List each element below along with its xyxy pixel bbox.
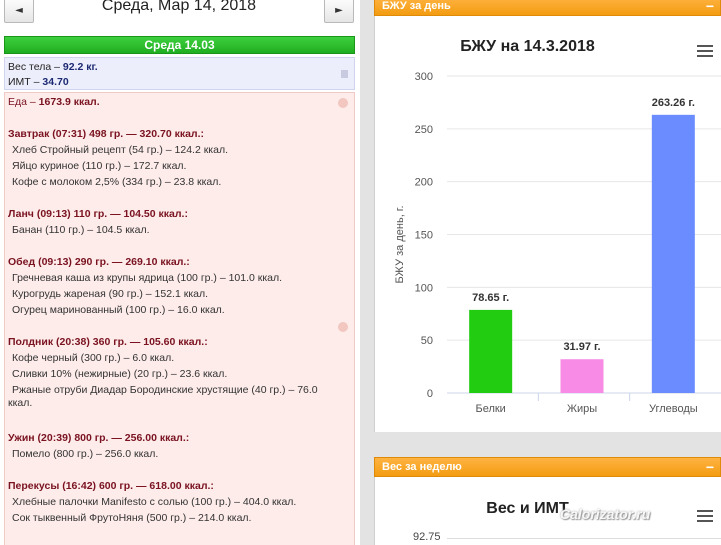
- bju-chart: 0 50 100 150 200 250 300 БЖУ за день, г. 78.65 г…: [394, 71, 721, 415]
- meal-heading-lunch[interactable]: Ланч (09:13) 110 гр. — 104.50 ккал.:: [8, 208, 188, 220]
- y-axis-title: БЖУ за день, г.: [394, 205, 406, 283]
- bmi-label: ИМТ: [8, 76, 31, 88]
- weight-axis-tick: 92.75: [413, 531, 441, 543]
- weight-label: Вес тела: [8, 61, 52, 73]
- food-total-line: Еда – 1673.9 ккал.: [8, 96, 100, 108]
- meal-heading-breakfast[interactable]: Завтрак (07:31) 498 гр. — 320.70 ккал.:: [8, 128, 205, 140]
- data-label: 31.97 г.: [563, 341, 600, 353]
- y-tick-label: 250: [415, 124, 433, 136]
- meal-heading-supper[interactable]: Ужин (20:39) 800 гр. — 256.00 ккал.:: [8, 432, 190, 444]
- y-tick-label: 100: [415, 282, 433, 294]
- y-tick-label: 50: [421, 335, 433, 347]
- hand-icon[interactable]: [338, 322, 348, 332]
- bar-2: [560, 359, 604, 393]
- list-item: Банан (110 гр.) – 104.5 ккал.: [12, 224, 150, 236]
- panel-bju-title: БЖУ за день: [382, 0, 451, 12]
- y-tick-label: 150: [415, 230, 433, 242]
- list-item: Курогрудь жареная (90 гр.) – 152.1 ккал.: [12, 288, 209, 300]
- panel-bju-header[interactable]: БЖУ за день −: [374, 0, 721, 16]
- date-title: Среда, Мар 14, 2018: [101, 0, 257, 14]
- x-tick-label: Углеводы: [649, 403, 698, 415]
- minus-icon[interactable]: −: [705, 0, 714, 14]
- x-tick-label: Белки: [475, 403, 505, 415]
- list-item: Гречневая каша из крупы ядрица (100 гр.)…: [12, 272, 283, 284]
- list-item: Сливки 10% (нежирные) (20 гр.) – 23.6 кк…: [12, 368, 228, 380]
- weight-line: Вес тела – 92.2 кг.: [8, 61, 98, 73]
- bmi-value: 34.70: [42, 76, 69, 88]
- data-label: 263.26 г.: [652, 97, 695, 109]
- y-tick-label: 0: [427, 388, 433, 400]
- list-item: Помело (800 гр.) – 256.0 ккал.: [12, 448, 159, 460]
- hand-icon[interactable]: [338, 98, 348, 108]
- panel-weight-header[interactable]: Вес за неделю −: [374, 457, 721, 477]
- food-total-value: 1673.9 ккал.: [38, 96, 100, 108]
- menu-icon[interactable]: [697, 45, 713, 60]
- list-item: Кофе черный (300 гр.) – 6.0 ккал.: [12, 352, 175, 364]
- meal-heading-dinner[interactable]: Обед (09:13) 290 гр. — 269.10 ккал.:: [8, 256, 190, 268]
- data-label: 78.65 г.: [472, 292, 509, 304]
- list-item: Хлеб Стройный рецепт (54 гр.) – 124.2 кк…: [12, 144, 229, 156]
- arrow-right-icon: ►: [335, 4, 343, 16]
- bar-1: [469, 309, 513, 393]
- meal-heading-snacks[interactable]: Перекусы (16:42) 600 гр. — 618.00 ккал.:: [8, 480, 214, 492]
- minus-icon[interactable]: −: [705, 459, 714, 475]
- list-item: Ржаные отруби Диадар Бородинские хрустящ…: [8, 384, 318, 409]
- panel-weight-body: [374, 477, 721, 545]
- meal-heading-snack[interactable]: Полдник (20:38) 360 гр. — 105.60 ккал.:: [8, 336, 208, 348]
- food-total-label: Еда: [8, 96, 27, 108]
- y-tick-label: 200: [415, 177, 433, 189]
- bmi-line: ИМТ – 34.70: [8, 76, 69, 88]
- list-item: Сок тыквенный ФрутоНяня (500 гр.) – 214.…: [12, 512, 252, 524]
- date-navigator: ◄ Среда, Мар 14, 2018 ►: [4, 0, 354, 24]
- previous-day-button[interactable]: ◄: [4, 0, 34, 23]
- list-item: Кофе с молоком 2,5% (334 гр.) – 23.8 кка…: [12, 176, 222, 188]
- chart-title: БЖУ на 14.3.2018: [460, 38, 595, 55]
- body-info-box: Вес тела – 92.2 кг. ИМТ – 34.70: [4, 57, 355, 90]
- panel-weight-title: Вес за неделю: [382, 461, 462, 473]
- x-tick-label: Жиры: [567, 403, 597, 415]
- drag-handle-icon[interactable]: [341, 70, 348, 78]
- day-header: Среда 14.03: [4, 36, 355, 54]
- meals-list: Еда – 1673.9 ккал. Завтрак (07:31) 498 г…: [4, 92, 355, 545]
- diary-column: ◄ Среда, Мар 14, 2018 ► Среда 14.03 Вес …: [0, 0, 360, 545]
- weight-chart-title: Вес и ИМТ: [486, 500, 569, 517]
- arrow-left-icon: ◄: [15, 4, 23, 16]
- y-tick-label: 300: [415, 71, 433, 83]
- list-item: Огурец маринованный (100 гр.) – 16.0 кка…: [12, 304, 225, 316]
- watermark-logo: Calorizator.ru: [560, 506, 651, 522]
- gridline: [447, 538, 721, 539]
- list-item: Хлебные палочки Manifesto с солью (100 г…: [12, 496, 297, 508]
- list-item: Яйцо куриное (110 гр.) – 172.7 ккал.: [12, 160, 187, 172]
- bar-3: [651, 114, 695, 393]
- next-day-button[interactable]: ►: [324, 0, 354, 23]
- weight-value: 92.2 кг.: [62, 61, 98, 73]
- menu-icon[interactable]: [697, 510, 713, 525]
